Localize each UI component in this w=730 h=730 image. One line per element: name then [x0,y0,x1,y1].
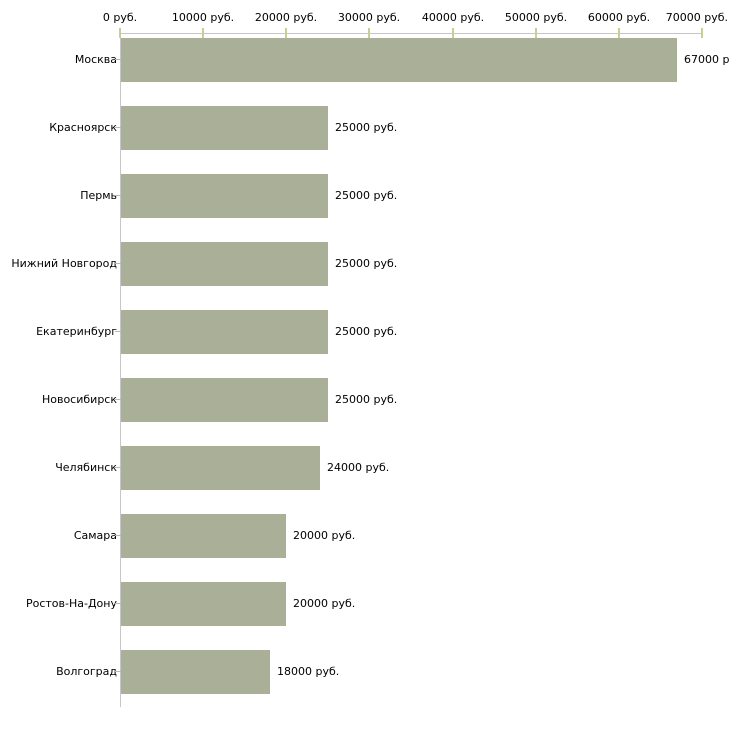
x-tick [618,28,620,38]
x-tick [452,28,454,38]
x-tick-label: 70000 руб. [665,11,728,24]
x-tick [285,28,287,38]
value-label: 25000 руб. [335,393,398,406]
x-tick-label: 10000 руб. [171,11,235,24]
x-tick [119,28,121,38]
value-label: 20000 руб. [293,529,356,542]
x-tick-label: 40000 руб. [421,11,485,24]
value-label: 20000 руб. [293,597,356,610]
y-axis-line [120,33,121,707]
x-tick [202,28,204,38]
value-label: 25000 руб. [335,257,398,270]
bar [121,378,328,422]
category-label: Пермь [80,189,117,202]
x-tick [368,28,370,38]
category-tick [115,671,121,672]
x-tick [535,28,537,38]
value-label: 25000 руб. [335,189,398,202]
bar [121,514,286,558]
category-tick [115,263,121,264]
category-tick [115,603,121,604]
x-axis-line [120,33,703,34]
value-label: 25000 руб. [335,121,398,134]
bar [121,242,328,286]
x-tick [701,28,703,38]
category-label: Самара [73,529,117,542]
x-tick-label: 30000 руб. [337,11,401,24]
category-label: Волгоград [56,665,117,678]
category-tick [115,127,121,128]
category-label: Новосибирск [41,393,117,406]
category-tick [115,59,121,60]
bar [121,38,677,82]
category-label: Ростов-На-Дону [25,597,117,610]
category-label: Екатеринбург [36,325,117,338]
x-tick-label: 60000 руб. [587,11,651,24]
bar [121,174,328,218]
category-label: Красноярск [49,121,117,134]
x-tick-label: 50000 руб. [504,11,568,24]
bar [121,310,328,354]
category-label: Москва [74,53,117,66]
bar [121,106,328,150]
category-tick [115,399,121,400]
category-tick [115,535,121,536]
bar [121,446,320,490]
bar [121,650,270,694]
value-label: 18000 руб. [277,665,340,678]
value-label: 24000 руб. [327,461,390,474]
category-label: Челябинск [55,461,117,474]
x-tick-label: 20000 руб. [254,11,318,24]
category-tick [115,331,121,332]
x-tick-label: 0 руб. [102,11,138,24]
category-label: Нижний Новгород [11,257,117,270]
category-tick [115,195,121,196]
category-tick [115,467,121,468]
value-label: 67000 руб. [684,53,730,66]
value-label: 25000 руб. [335,325,398,338]
bar [121,582,286,626]
